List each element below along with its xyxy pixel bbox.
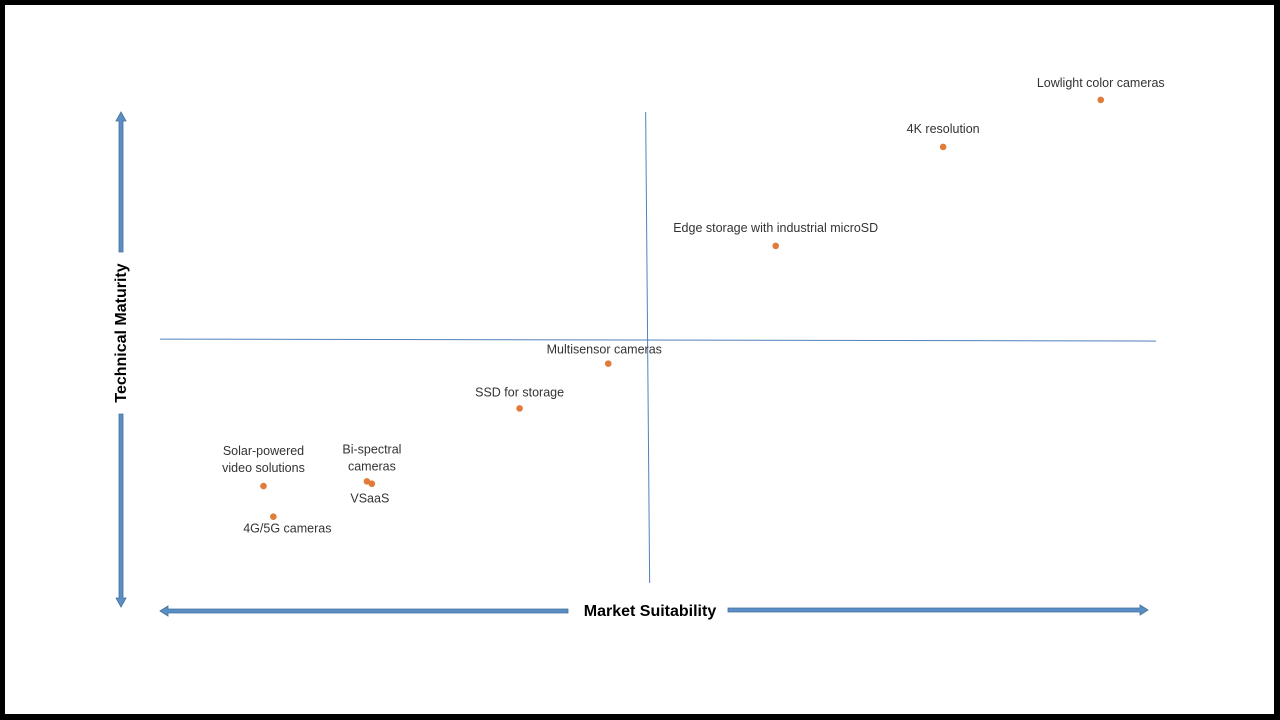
data-point-label: Edge storage with industrial microSD <box>673 221 878 235</box>
data-point-label: Solar-powered video solutions <box>222 444 305 475</box>
x-axis-arrow-left <box>159 605 569 617</box>
x-axis-arrow-right <box>727 604 1149 616</box>
data-point-label: Multisensor cameras <box>547 343 662 357</box>
data-point <box>1097 96 1105 104</box>
data-point <box>772 242 779 250</box>
data-point-label: 4K resolution <box>907 122 980 136</box>
y-axis-arrow-top <box>115 111 127 253</box>
data-point-label: Bi-spectral cameras <box>342 442 401 473</box>
y-axis-arrow-bottom <box>115 413 127 608</box>
slide-background <box>5 5 1274 714</box>
vertical-quadrant-divider <box>645 111 651 584</box>
data-point <box>516 405 523 412</box>
x-axis-title: Market Suitability <box>584 603 717 620</box>
data-point-label: 4G/5G cameras <box>243 522 331 536</box>
data-point <box>260 482 267 490</box>
data-point-label: VSaaS <box>350 492 389 506</box>
data-point-label: Lowlight color cameras <box>1037 76 1165 90</box>
data-point <box>604 360 612 367</box>
data-point-label: SSD for storage <box>475 385 564 399</box>
data-point <box>368 480 376 488</box>
y-axis-title: Technical Maturity <box>113 263 130 402</box>
data-point <box>270 513 277 521</box>
data-point <box>939 143 947 151</box>
data-point <box>363 478 371 485</box>
horizontal-quadrant-divider <box>159 338 1157 342</box>
